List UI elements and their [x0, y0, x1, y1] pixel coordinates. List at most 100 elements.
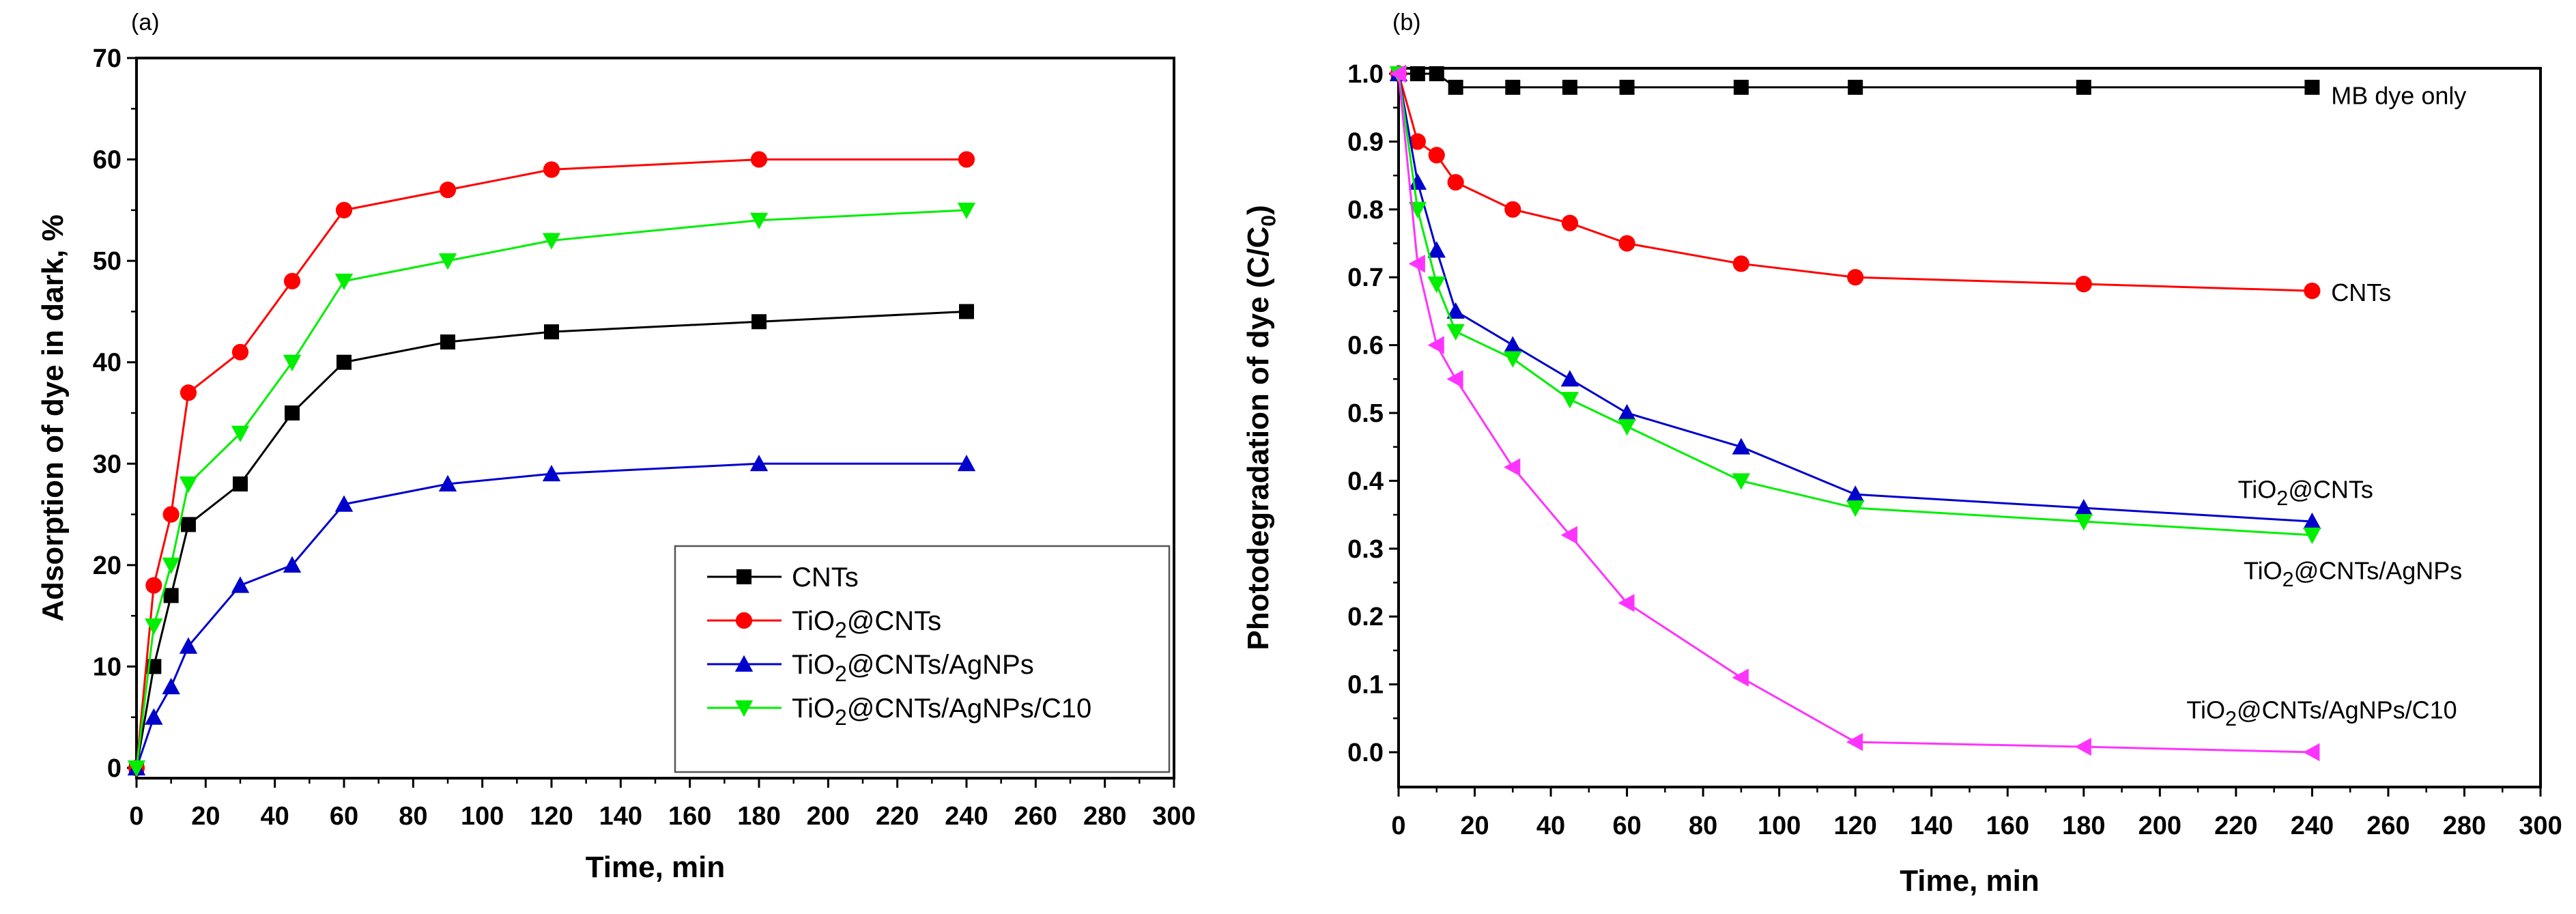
data-point: [750, 151, 768, 168]
data-point: [1560, 526, 1577, 545]
data-point: [1429, 66, 1444, 81]
x-tick-label: 120: [1833, 812, 1876, 840]
data-point: [1846, 485, 1865, 502]
data-point: [1408, 201, 1427, 218]
x-tick-label: 160: [668, 802, 711, 831]
series-annotation: TiO2​@CNTs/AgNPs/C10: [2186, 696, 2457, 730]
y-tick-label: 0.6: [1347, 332, 1384, 360]
legend-marker: [736, 569, 752, 584]
data-point: [1504, 351, 1522, 368]
data-point: [1447, 173, 1464, 191]
series-tio2-cnts-agnps-c10: [1389, 64, 2320, 762]
data-point: [749, 455, 769, 472]
x-tick-label: 100: [461, 802, 504, 831]
data-point: [440, 334, 455, 349]
data-point: [231, 343, 249, 360]
data-point: [162, 557, 180, 575]
data-point: [1618, 235, 1635, 252]
x-tick-label: 180: [2062, 812, 2105, 840]
panel-label: (a): [131, 10, 160, 35]
x-tick-label: 0: [1391, 812, 1405, 840]
legend-marker: [734, 700, 754, 717]
data-point: [1733, 79, 1749, 95]
data-point: [337, 354, 352, 370]
data-point: [1732, 255, 1749, 272]
x-tick-label: 140: [1910, 812, 1953, 840]
data-point: [749, 212, 769, 229]
data-point: [180, 384, 197, 401]
data-point: [2303, 512, 2321, 530]
data-point: [438, 253, 457, 270]
legend-label: CNTs: [792, 562, 859, 592]
data-point: [1428, 147, 1445, 164]
legend: CNTsTiO2​@CNTsTiO2​@CNTs/AgNPsTiO2​@CNTs…: [674, 545, 1171, 773]
data-point: [1505, 79, 1521, 95]
series-mb-dye-only: [1391, 66, 2320, 95]
data-point: [181, 517, 196, 532]
y-tick-label: 0: [107, 754, 121, 783]
data-point: [1409, 133, 1426, 150]
y-axis-label: Adsorption of dye in dark, %: [36, 214, 70, 622]
y-tick-label: 0.3: [1347, 535, 1384, 564]
y-tick-label: 10: [93, 653, 121, 681]
x-tick-label: 260: [1014, 802, 1057, 831]
data-point: [283, 354, 302, 371]
x-tick-label: 300: [1152, 802, 1195, 831]
data-point: [752, 314, 767, 330]
x-tick-label: 20: [1460, 812, 1489, 840]
data-point: [1408, 173, 1427, 190]
data-point: [1504, 201, 1521, 218]
x-tick-label: 120: [530, 802, 573, 831]
x-tick-label: 60: [330, 802, 358, 831]
data-point: [163, 588, 179, 603]
x-tick-label: 200: [2138, 812, 2181, 840]
data-point: [1504, 336, 1522, 353]
data-point: [1562, 79, 1577, 95]
data-point: [1732, 473, 1751, 490]
x-tick-label: 80: [1689, 812, 1717, 840]
y-tick-label: 20: [93, 552, 121, 580]
data-point: [438, 474, 457, 491]
data-point: [2303, 743, 2320, 762]
x-tick-label: 180: [737, 802, 780, 831]
data-point: [1446, 302, 1465, 319]
series-annotation: CNTs: [2331, 279, 2391, 306]
data-point: [145, 708, 163, 725]
x-tick-label: 200: [807, 802, 850, 831]
data-point: [439, 182, 457, 199]
data-point: [1618, 418, 1636, 436]
legend-item: CNTs: [707, 562, 859, 592]
series-annotation: TiO2​@CNTs: [2238, 475, 2373, 510]
data-point: [1732, 438, 1751, 455]
x-tick-label: 300: [2519, 812, 2562, 840]
x-tick-label: 240: [945, 802, 988, 831]
data-point: [1560, 392, 1579, 409]
y-axis-label: Photodegradation of dye (C/C0​): [1242, 205, 1280, 650]
x-tick-label: 140: [599, 802, 642, 831]
data-point: [1619, 79, 1635, 95]
chart-b-photodegradation: 0 20 40 60 80 100 120 140 160 180 200 220 240 260 280 3…: [1242, 10, 2562, 898]
data-point: [1427, 276, 1446, 294]
series-tio2-cnts-agnps: [127, 455, 976, 775]
y-tick-label: 0.8: [1347, 196, 1384, 225]
data-point: [334, 273, 354, 291]
x-tick-label: 40: [261, 802, 289, 831]
x-tick-label: 60: [1612, 812, 1641, 840]
legend-box: [674, 545, 1171, 773]
data-point: [1846, 500, 1865, 517]
data-point: [2304, 282, 2321, 300]
data-point: [1446, 370, 1463, 388]
data-point: [542, 464, 561, 482]
data-point: [145, 577, 162, 594]
series-line: [1397, 73, 2313, 523]
legend-marker: [735, 612, 753, 629]
x-tick-label: 80: [399, 802, 427, 831]
x-tick-label: 280: [1083, 802, 1126, 831]
data-point: [1618, 403, 1636, 420]
data-point: [2303, 527, 2321, 545]
y-tick-label: 0.0: [1347, 739, 1384, 767]
series-tio2-cnts-agnps: [1389, 66, 2321, 545]
series-tio2-cnts-agnps-c10: [127, 202, 976, 777]
data-point: [162, 506, 180, 523]
